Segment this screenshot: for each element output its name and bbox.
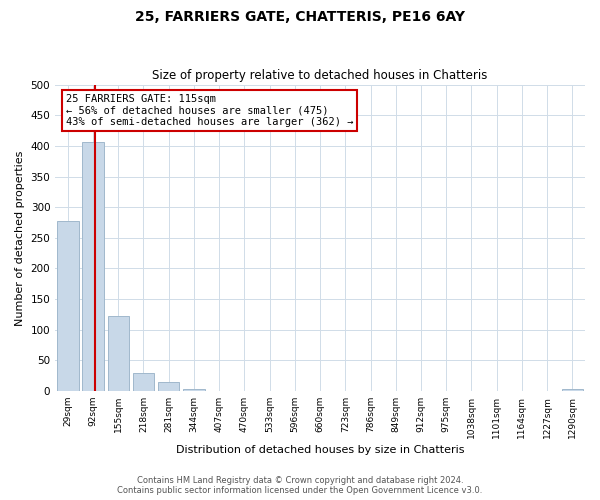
Text: 25, FARRIERS GATE, CHATTERIS, PE16 6AY: 25, FARRIERS GATE, CHATTERIS, PE16 6AY	[135, 10, 465, 24]
Bar	[562, 389, 583, 391]
Title: Size of property relative to detached houses in Chatteris: Size of property relative to detached ho…	[152, 69, 488, 82]
X-axis label: Distribution of detached houses by size in Chatteris: Distribution of detached houses by size …	[176, 445, 464, 455]
Bar	[158, 382, 179, 391]
Bar	[57, 222, 79, 391]
Bar	[82, 142, 104, 391]
Y-axis label: Number of detached properties: Number of detached properties	[15, 150, 25, 326]
Bar	[183, 388, 205, 391]
Bar	[107, 316, 129, 391]
Text: 25 FARRIERS GATE: 115sqm
← 56% of detached houses are smaller (475)
43% of semi-: 25 FARRIERS GATE: 115sqm ← 56% of detach…	[66, 94, 353, 127]
Text: Contains HM Land Registry data © Crown copyright and database right 2024.
Contai: Contains HM Land Registry data © Crown c…	[118, 476, 482, 495]
Bar	[133, 374, 154, 391]
